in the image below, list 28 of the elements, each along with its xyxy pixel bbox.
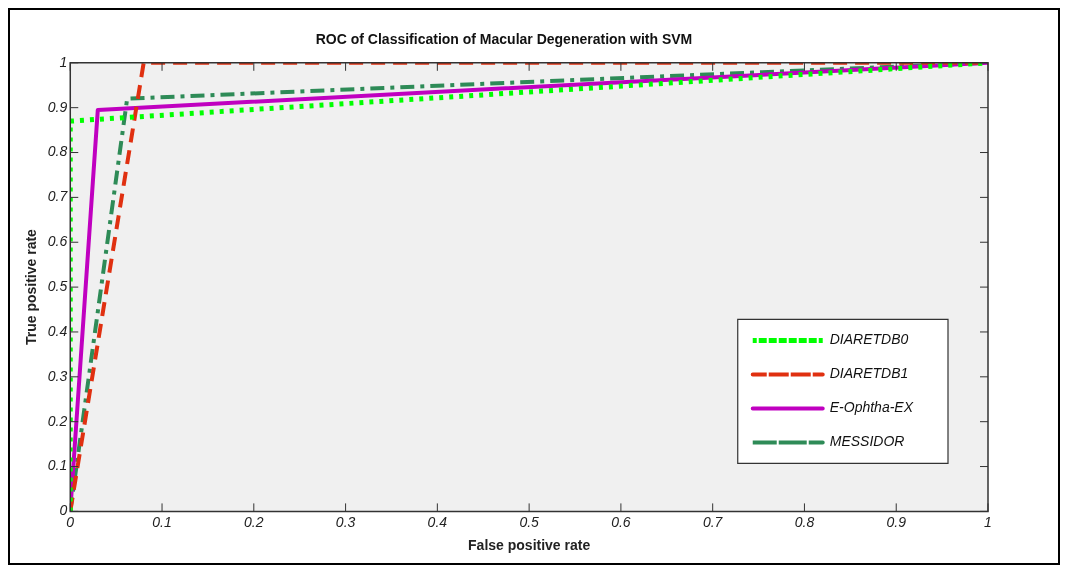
x-tick-label: 0.3 xyxy=(335,513,356,530)
y-tick-label: 0.3 xyxy=(47,367,68,384)
x-tick-label: 0.8 xyxy=(794,513,815,530)
legend-label: DIARETDB0 xyxy=(829,331,909,348)
x-tick-label: 0.9 xyxy=(886,513,907,530)
y-tick-label: 0.8 xyxy=(47,143,68,160)
x-axis-title: False positive rate xyxy=(468,537,591,554)
y-tick-label: 0.4 xyxy=(47,322,68,339)
legend-label: E-Ophtha-EX xyxy=(829,399,914,416)
y-tick-label: 0.1 xyxy=(47,457,68,474)
x-tick-label: 0.1 xyxy=(152,513,172,530)
x-tick-label: 0.5 xyxy=(519,513,540,530)
y-tick-label: 0.9 xyxy=(47,98,68,115)
x-tick-label: 0.2 xyxy=(244,513,264,530)
y-tick-label: 1 xyxy=(59,53,68,70)
y-tick-label: 0.5 xyxy=(47,277,68,294)
y-tick-label: 0.2 xyxy=(47,412,68,429)
y-tick-label: 0.7 xyxy=(47,188,69,205)
x-tick-label: 1 xyxy=(984,513,992,530)
x-tick-label: 0.6 xyxy=(611,513,631,530)
y-tick-label: 0.6 xyxy=(47,233,68,250)
y-axis-title: True positive rate xyxy=(23,228,40,346)
x-tick-label: 0.7 xyxy=(702,513,724,530)
legend-label: DIARETDB1 xyxy=(829,365,909,382)
chart-title: ROC of Classification of Macular Degeneration with SVM xyxy=(315,31,693,48)
legend-label: MESSIDOR xyxy=(829,433,905,450)
y-tick-label: 0 xyxy=(59,502,68,519)
x-tick-label: 0.4 xyxy=(427,513,448,530)
